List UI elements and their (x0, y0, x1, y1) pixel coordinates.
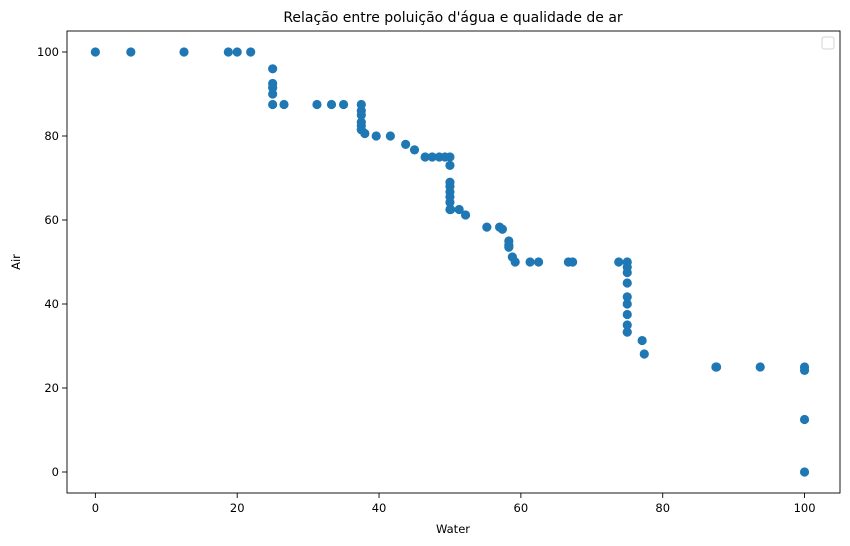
y-tick-label: 60 (44, 213, 59, 227)
data-point (356, 99, 366, 110)
plot-frame (66, 30, 841, 494)
data-point (360, 128, 370, 139)
data-point (326, 99, 337, 110)
data-points (90, 47, 810, 477)
data-point (460, 210, 471, 220)
data-point (534, 257, 544, 267)
data-point (268, 64, 278, 74)
data-point (420, 152, 430, 162)
data-point (445, 197, 455, 207)
data-point (639, 349, 649, 359)
data-point (312, 99, 322, 110)
y-tick-label: 20 (44, 381, 59, 395)
data-point (712, 362, 722, 372)
x-tick-label: 100 (794, 501, 816, 515)
y-tick-label: 40 (44, 297, 59, 311)
data-point (622, 299, 632, 309)
x-tick-label: 80 (655, 501, 670, 515)
legend-box (821, 36, 835, 50)
data-point (279, 99, 289, 110)
data-point (371, 131, 381, 141)
data-point (401, 139, 411, 149)
data-point (622, 292, 632, 302)
data-point (268, 99, 278, 110)
data-point (445, 160, 455, 170)
y-tick-label: 100 (37, 45, 59, 59)
data-point (504, 242, 514, 252)
data-point (445, 152, 455, 162)
data-point (268, 89, 278, 99)
data-point (622, 327, 632, 337)
data-point (799, 467, 810, 477)
data-point (622, 309, 632, 320)
y-axis-label: Air (9, 254, 23, 270)
x-axis-label: Water (436, 522, 470, 536)
data-point (510, 257, 520, 267)
data-point (90, 47, 100, 57)
data-point (446, 204, 456, 215)
y-axis: 0 20 40 60 80 100 (37, 45, 67, 479)
data-point (755, 362, 765, 372)
data-point (637, 335, 647, 346)
data-point (568, 257, 578, 267)
y-tick-label: 0 (52, 465, 59, 479)
data-point (385, 131, 395, 141)
y-tick-label: 80 (44, 129, 59, 143)
x-tick-label: 0 (92, 501, 99, 515)
data-point (525, 257, 535, 267)
data-point (427, 152, 437, 162)
data-point (126, 47, 136, 57)
data-point (622, 320, 632, 330)
data-point (223, 47, 233, 57)
data-point (614, 257, 624, 267)
data-point (179, 47, 189, 57)
data-point (246, 47, 256, 57)
data-point (268, 83, 278, 93)
data-point (622, 267, 632, 278)
x-tick-label: 40 (372, 501, 387, 515)
x-tick-label: 20 (230, 501, 245, 515)
data-point (622, 278, 632, 288)
data-point (454, 204, 464, 215)
data-point (482, 222, 492, 232)
x-axis: 0 20 40 60 80 100 (92, 493, 816, 515)
data-point (497, 224, 508, 234)
data-point (799, 414, 810, 425)
data-point (799, 365, 810, 375)
data-point (232, 47, 242, 57)
x-tick-label: 60 (514, 501, 529, 515)
data-point (356, 110, 366, 120)
data-point (338, 99, 349, 110)
chart-title: Relação entre poluição d'água e qualidad… (283, 10, 623, 26)
data-point (409, 145, 420, 155)
